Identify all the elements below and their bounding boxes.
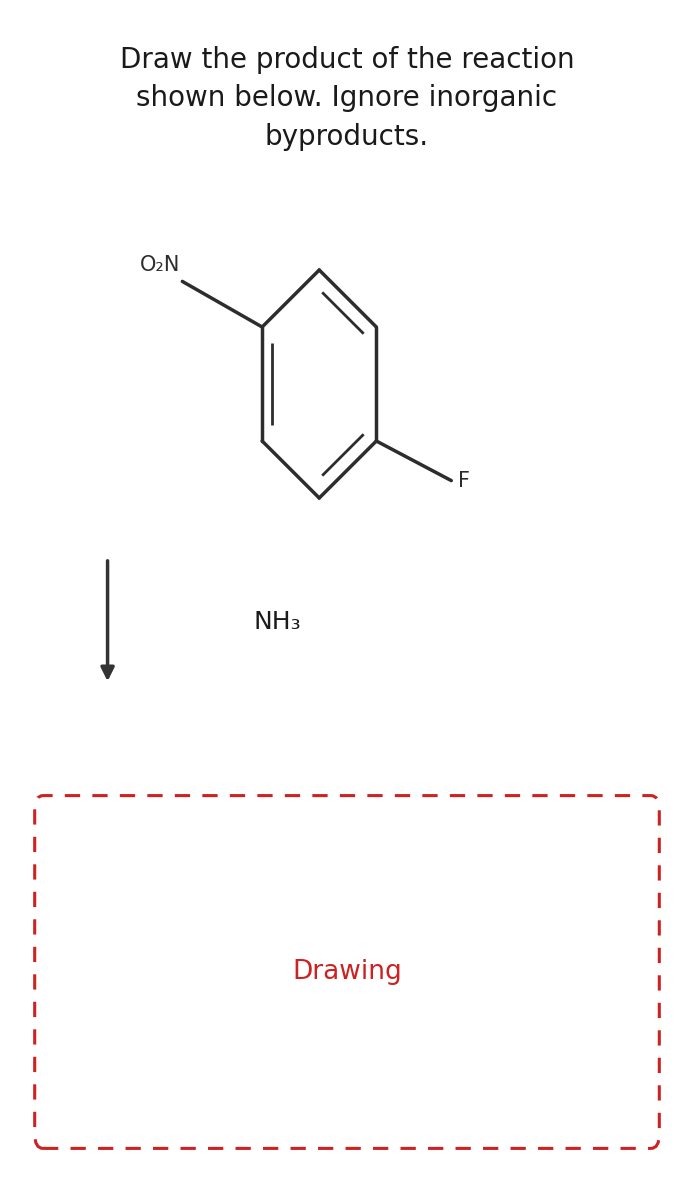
Text: O₂N: O₂N (140, 256, 180, 275)
Text: Drawing: Drawing (292, 959, 402, 985)
Text: F: F (458, 470, 471, 491)
Text: shown below. Ignore inorganic: shown below. Ignore inorganic (137, 84, 557, 113)
Text: Draw the product of the reaction: Draw the product of the reaction (119, 46, 575, 74)
Text: NH₃: NH₃ (254, 610, 301, 634)
Text: byproducts.: byproducts. (265, 122, 429, 151)
